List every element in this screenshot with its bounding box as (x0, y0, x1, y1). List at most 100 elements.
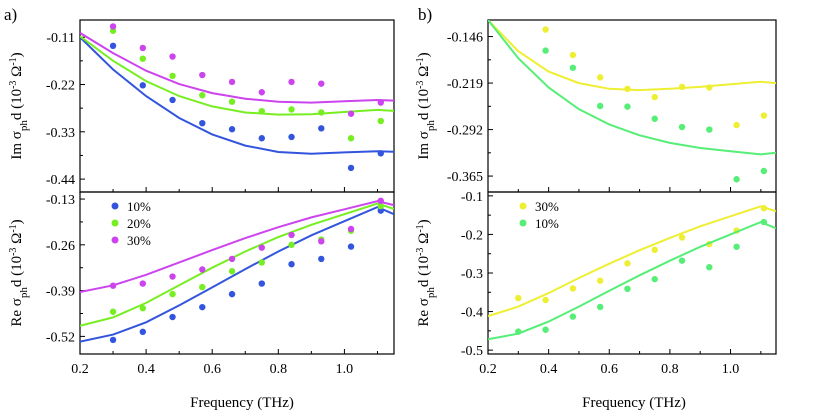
fit-line-30% (80, 200, 394, 293)
x-tick-label: 0.4 (540, 362, 558, 377)
data-point-10% (318, 255, 325, 263)
data-point-30% (651, 246, 658, 254)
legend-marker-10% (111, 202, 119, 210)
data-point-30% (288, 231, 295, 239)
data-point-20% (199, 92, 206, 99)
y-tick-label: -0.365 (447, 170, 483, 185)
data-point-10% (318, 125, 325, 132)
data-point-30% (377, 197, 384, 205)
data-point-30% (109, 23, 117, 30)
y-tick-label: -0.11 (46, 31, 75, 46)
ylabel-a-im: Im σphd (10-3 Ω-1) (8, 52, 31, 159)
fit-line-10% (80, 36, 394, 155)
data-point-10% (760, 167, 768, 175)
data-point-30% (760, 205, 768, 212)
y-tick-label: -0.292 (447, 124, 483, 139)
data-point-30% (706, 84, 713, 91)
data-point-10% (706, 264, 713, 271)
fit-line-20% (80, 202, 394, 327)
y-tick-label: -0.52 (46, 330, 75, 345)
y-tick-label: -0.26 (46, 239, 75, 254)
data-point-20% (347, 135, 355, 142)
data-point-20% (288, 106, 295, 113)
data-point-10% (169, 96, 176, 104)
panel-a-re: -0.13 -0.26 -0.39 -0.52 0.2 0.4 0.6 0.8 1.0 10% 20… (46, 191, 395, 377)
data-point-20% (228, 98, 236, 105)
legend-marker-30% (519, 202, 527, 210)
ylabel-b-im: Im σphd (10-3 Ω-1) (415, 52, 438, 159)
data-point-30% (288, 78, 295, 86)
x-tick-label: 0.2 (71, 362, 89, 377)
y-tick-label: -0.44 (46, 173, 75, 188)
data-point-10% (706, 126, 713, 133)
data-point-30% (139, 44, 146, 52)
legend-label: 20% (127, 216, 151, 231)
data-point-10% (760, 218, 768, 226)
legend-label: 30% (535, 199, 559, 214)
data-point-30% (624, 260, 631, 267)
data-point-30% (624, 85, 631, 93)
data-point-20% (139, 55, 146, 62)
data-point-10% (651, 115, 658, 122)
data-point-20% (169, 72, 176, 80)
legend-marker-30% (111, 236, 119, 244)
data-point-10% (258, 280, 265, 287)
legend-marker-10% (519, 219, 527, 227)
data-point-10% (624, 103, 631, 110)
data-point-20% (258, 107, 265, 115)
data-point-30% (109, 282, 117, 289)
data-point-10% (542, 47, 549, 54)
fit-line-30% (488, 205, 776, 318)
data-point-10% (515, 328, 522, 335)
data-point-30% (318, 80, 325, 87)
data-point-10% (596, 102, 604, 110)
xlabel-a: Frequency (THz) (190, 395, 294, 411)
y-tick-label: -0.1 (461, 190, 483, 205)
data-point-30% (228, 255, 236, 263)
legend-label: 10% (127, 199, 151, 214)
data-point-30% (258, 89, 265, 96)
data-point-30% (733, 121, 740, 129)
data-point-20% (139, 305, 146, 312)
data-point-10% (228, 290, 236, 298)
data-point-10% (678, 123, 686, 131)
data-point-20% (377, 202, 384, 210)
y-tick-label: -0.3 (461, 267, 483, 282)
fit-line-10% (488, 221, 776, 341)
data-point-10% (139, 82, 146, 89)
x-tick-label: 0.6 (601, 362, 619, 377)
data-point-30% (258, 244, 265, 251)
data-point-20% (199, 283, 206, 291)
panel-label-a: a) (4, 5, 17, 24)
y-tick-label: -0.146 (447, 31, 483, 46)
data-point-10% (199, 303, 206, 311)
data-point-30% (347, 110, 355, 117)
data-point-30% (199, 266, 206, 273)
y-tick-label: -0.39 (46, 285, 75, 300)
x-tick-label: 1.0 (722, 362, 740, 377)
data-point-10% (569, 64, 577, 71)
data-point-20% (169, 290, 176, 298)
data-point-30% (678, 234, 686, 241)
legend-marker-20% (111, 219, 119, 227)
data-point-10% (377, 150, 384, 157)
x-tick-label: 0.8 (270, 362, 288, 377)
data-point-20% (288, 241, 295, 249)
data-point-10% (109, 336, 117, 344)
data-point-10% (596, 303, 604, 311)
fit-line-30% (488, 20, 776, 92)
legend-label: 30% (127, 233, 151, 248)
data-point-10% (347, 164, 355, 172)
data-point-30% (169, 273, 176, 280)
data-point-10% (569, 313, 577, 320)
panel-b-re: -0.1 -0.2 -0.3 -0.4 -0.5 0.2 0.4 0.6 0.8 1.0 30% 10… (461, 190, 777, 377)
data-point-10% (199, 120, 206, 127)
data-point-20% (318, 109, 325, 116)
x-tick-label: 0.4 (137, 362, 155, 377)
data-point-30% (515, 294, 522, 302)
plot-frame (487, 19, 777, 193)
data-point-10% (733, 243, 740, 250)
x-tick-label: 0.8 (661, 362, 679, 377)
data-point-10% (377, 207, 384, 214)
